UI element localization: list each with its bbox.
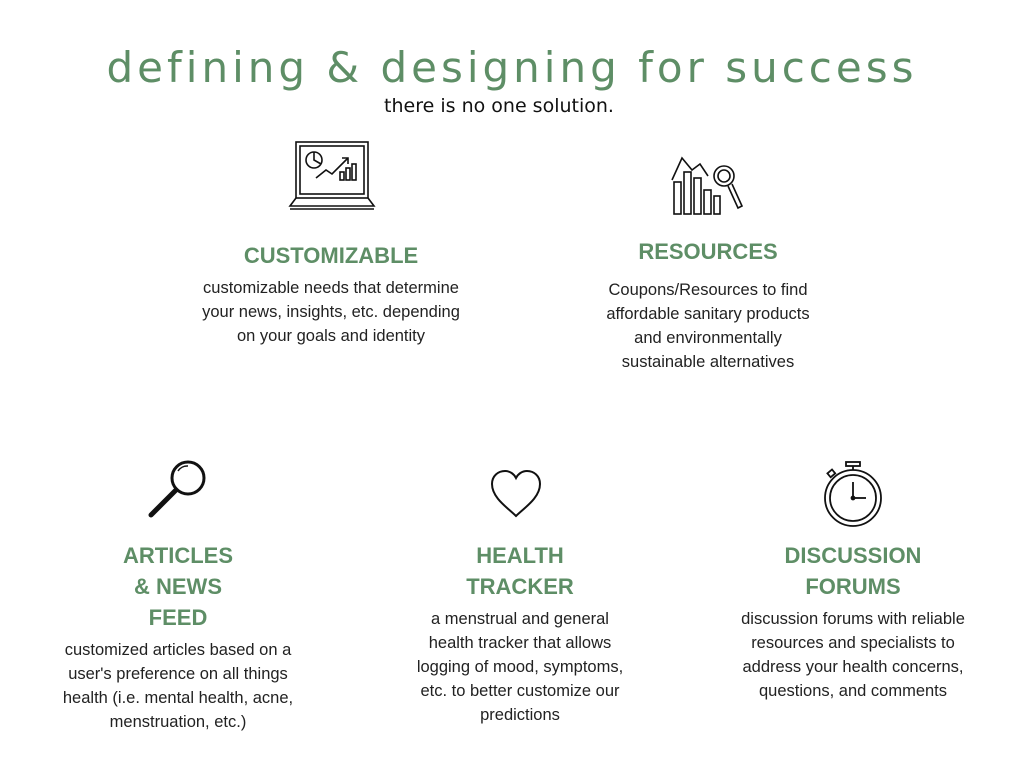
feature-description: customized articles based on a user's pr… (62, 641, 294, 731)
feature-description: Coupons/Resources to find affordable san… (606, 281, 810, 371)
heart-icon (488, 468, 544, 520)
bar-chart-magnifier-icon (670, 154, 746, 218)
laptop-chart-icon (288, 140, 376, 212)
magnifying-glass-icon (146, 458, 210, 520)
feature-articles-news-feed: ARTICLES & NEWS FEED customized articles… (50, 540, 306, 734)
feature-heading: RESOURCES (638, 239, 778, 264)
feature-heading: DISCUSSION FORUMS (784, 543, 922, 599)
feature-description: a menstrual and general health tracker t… (416, 610, 624, 724)
feature-customizable: CUSTOMIZABLE customizable needs that det… (196, 240, 466, 348)
feature-heading: HEALTH TRACKER (466, 543, 574, 599)
page-subtitle: there is no one solution. (384, 95, 614, 117)
feature-discussion-forums: DISCUSSION FORUMS discussion forums with… (726, 540, 980, 703)
feature-heading: ARTICLES & NEWS FEED (123, 543, 233, 630)
stopwatch-icon (822, 460, 884, 528)
feature-health-tracker: HEALTH TRACKER a menstrual and general h… (410, 540, 630, 727)
feature-description: discussion forums with reliable resource… (741, 610, 965, 700)
feature-description: customizable needs that determine your n… (202, 279, 460, 345)
feature-heading: CUSTOMIZABLE (243, 243, 419, 268)
page-title: defining & designing for success (106, 43, 918, 92)
feature-resources: RESOURCES Coupons/Resources to find affo… (588, 236, 828, 374)
